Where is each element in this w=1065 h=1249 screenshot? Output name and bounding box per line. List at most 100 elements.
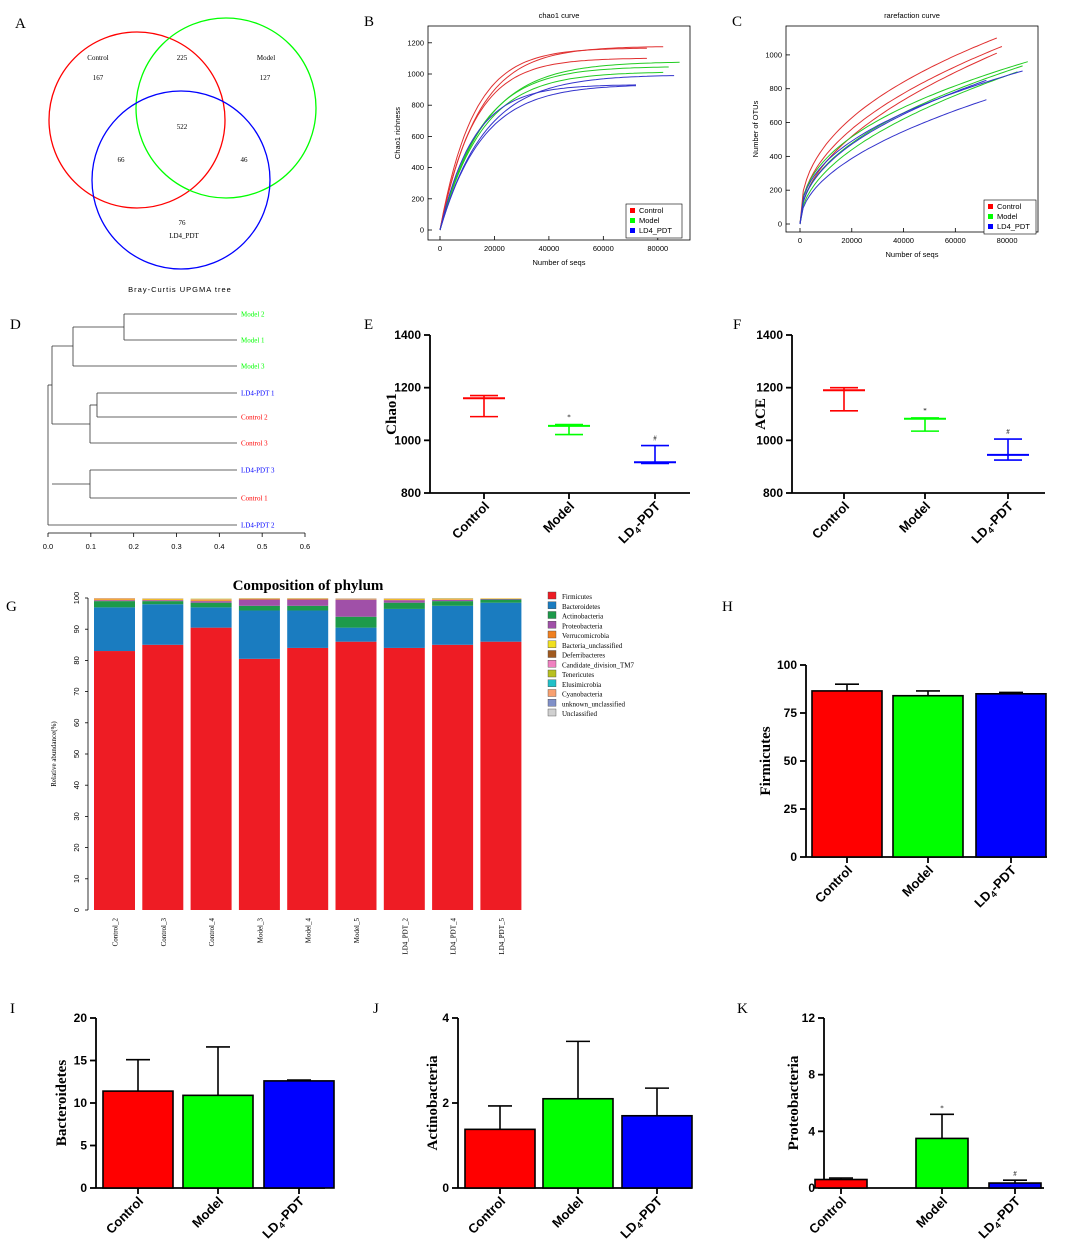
series-line-ld4_pdt <box>799 79 987 225</box>
y-tick-label: 800 <box>769 84 782 93</box>
legend-label: Proteobacteria <box>562 622 603 630</box>
stack-segment-bacteroidetes <box>432 605 474 645</box>
panel-label-h: H <box>722 599 733 615</box>
panel-label-e: E <box>364 317 373 333</box>
stack-segment-firmicutes <box>287 647 329 910</box>
bar <box>892 694 964 858</box>
category-label: Model_5 <box>353 918 361 944</box>
category-label-sub: 4 <box>985 525 996 536</box>
panel-label-g: G <box>6 599 17 615</box>
significance-mark: # <box>1006 428 1010 436</box>
category-label: Model <box>549 1194 586 1231</box>
significance-mark: # <box>1013 1170 1017 1178</box>
stack-segment-bacteroidetes <box>190 607 232 628</box>
category-label: Model_3 <box>256 918 264 944</box>
y-axis-label: Actinobacteria <box>425 1055 441 1150</box>
category-label-sub: 4 <box>276 1220 287 1231</box>
stack-segment-actinobacteria <box>190 602 232 608</box>
leaf-label: Model 3 <box>241 363 265 371</box>
panel-label-a: A <box>15 16 26 32</box>
stack-segment-actinobacteria <box>94 601 135 608</box>
category-label: Control <box>812 863 855 906</box>
stack-segment-bacteroidetes <box>335 627 377 642</box>
category-label: Model <box>189 1194 226 1231</box>
chart-h: 0 25 50 75 100 Firmicutes Control Model LD4-PDT <box>758 658 1047 910</box>
y-axis-label: Chao1 richness <box>393 107 402 159</box>
legend-swatch <box>630 228 635 233</box>
stack-segment-proteobacteria <box>190 601 232 603</box>
legend: Firmicutes Bacteroidetes ActinobacteriaPro… <box>547 591 634 718</box>
category-label: LD4-PDT <box>615 498 664 547</box>
y-tick-label: 30 <box>72 812 81 820</box>
legend-swatch <box>630 208 635 213</box>
bar <box>542 1097 614 1189</box>
panel-label-k: K <box>737 1001 748 1017</box>
stack-segment-bacteroidetes <box>238 610 280 659</box>
y-tick-label: 90 <box>72 625 81 633</box>
y-tick-label: 20 <box>72 843 81 851</box>
venn-circle-ld4 <box>91 90 271 270</box>
y-axis-label: ACE <box>753 398 769 430</box>
leaf-label: LD4-PDT 3 <box>241 467 275 475</box>
legend-swatch <box>988 214 993 219</box>
stack-segment-verrucomicrobia <box>287 598 329 600</box>
series-line-ld4_pdt <box>439 85 637 231</box>
venn-label-control: Control <box>87 54 108 62</box>
y-tick-label: 75 <box>784 706 798 720</box>
stack-segment-proteobacteria <box>94 600 135 602</box>
y-tick-label: 0 <box>778 220 782 229</box>
category-label: LD4_PDT_5 <box>498 918 506 955</box>
category-label-part: -PDT <box>631 498 663 530</box>
stack-segment-verrucomicrobia <box>94 599 135 601</box>
stack-segment-firmicutes <box>383 647 425 910</box>
x-tick-label: 0.0 <box>43 542 53 551</box>
y-axis-label: Proteobacteria <box>786 1055 802 1150</box>
legend-label: Model <box>997 212 1018 221</box>
series-line-model <box>799 61 1028 225</box>
panel-label-i: I <box>10 1001 15 1017</box>
category-label: Control <box>465 1194 508 1237</box>
legend-label: LD4_PDT <box>639 226 672 235</box>
y-tick-label: 1400 <box>394 328 421 342</box>
category-label-sub: 4 <box>632 525 643 536</box>
y-tick-label: 0 <box>442 1181 449 1195</box>
x-axis-label: Number of seqs <box>533 258 586 267</box>
chart-k: 0 4 8 12 Proteobacteria * # Control Model LD4-PDT <box>786 1011 1044 1241</box>
bar <box>975 692 1047 858</box>
stack-segment-actinobacteria <box>480 599 522 603</box>
bar <box>915 1137 969 1189</box>
series-line-control <box>439 57 647 231</box>
y-tick-label: 1000 <box>394 433 421 447</box>
bar <box>102 1090 174 1189</box>
category-label: LD4_PDT_4 <box>450 918 458 955</box>
series-line-control <box>799 52 997 225</box>
category-label-part: -PDT <box>991 1193 1023 1225</box>
y-tick-label: 600 <box>769 118 782 127</box>
chart-i: 0 5 10 15 20 Bacteroidetes Control Model LD4-PDT <box>54 1011 335 1241</box>
y-tick-label: 50 <box>72 750 81 758</box>
y-tick-label: 80 <box>72 656 81 664</box>
legend-swatch <box>547 591 557 600</box>
y-tick-label: 50 <box>784 754 798 768</box>
leaf-label: LD4-PDT 2 <box>241 522 275 530</box>
series-line-ld4_pdt <box>799 70 1023 225</box>
y-tick-label: 100 <box>72 592 81 605</box>
legend-swatch <box>547 630 557 639</box>
legend-label: Verrucomicrobia <box>562 632 610 640</box>
series-line-ld4_pdt <box>439 84 637 231</box>
chart-title: chao1 curve <box>539 11 580 20</box>
venn-circle-control <box>48 31 226 209</box>
y-tick-label: 70 <box>72 687 81 695</box>
stack-segment-bacteroidetes <box>383 608 425 648</box>
series-line-ld4_pdt <box>439 75 675 231</box>
y-tick-label: 12 <box>802 1011 816 1025</box>
stack-segment-actinobacteria <box>287 605 329 611</box>
venn-count: 225 <box>177 54 188 62</box>
y-tick-label: 200 <box>411 194 424 203</box>
stack-segment-verrucomicrobia <box>238 598 280 600</box>
y-tick-label: 4 <box>808 1124 815 1138</box>
legend-swatch <box>547 621 557 629</box>
y-tick-label: 8 <box>808 1068 815 1082</box>
legend-label: Tenericutes <box>562 671 594 679</box>
category-label: Model <box>913 1194 950 1231</box>
